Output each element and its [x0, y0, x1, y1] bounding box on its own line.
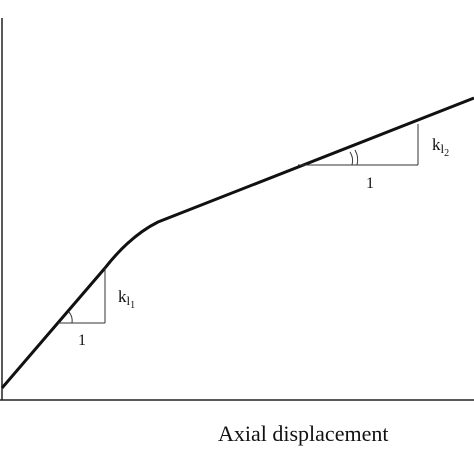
angle-arc — [68, 311, 73, 324]
subscript: l — [127, 293, 131, 308]
stiffness-label: kl1 — [118, 287, 135, 311]
symbol: k — [432, 135, 441, 154]
angle-arc — [354, 149, 359, 166]
symbol: k — [118, 287, 127, 306]
slope-triangle-1: kl1 1 — [58, 268, 135, 349]
stiffness-label: kl2 — [432, 135, 449, 159]
subscript: l — [441, 141, 445, 156]
run-label: 1 — [78, 332, 86, 349]
slope-triangle-2: kl2 1 — [298, 124, 449, 192]
axis-label: Axial displacement — [218, 421, 388, 446]
angle-arc — [349, 151, 354, 166]
run-label: 1 — [366, 175, 374, 192]
load-curve — [0, 96, 474, 389]
index: 2 — [444, 148, 449, 159]
index: 1 — [130, 300, 135, 311]
